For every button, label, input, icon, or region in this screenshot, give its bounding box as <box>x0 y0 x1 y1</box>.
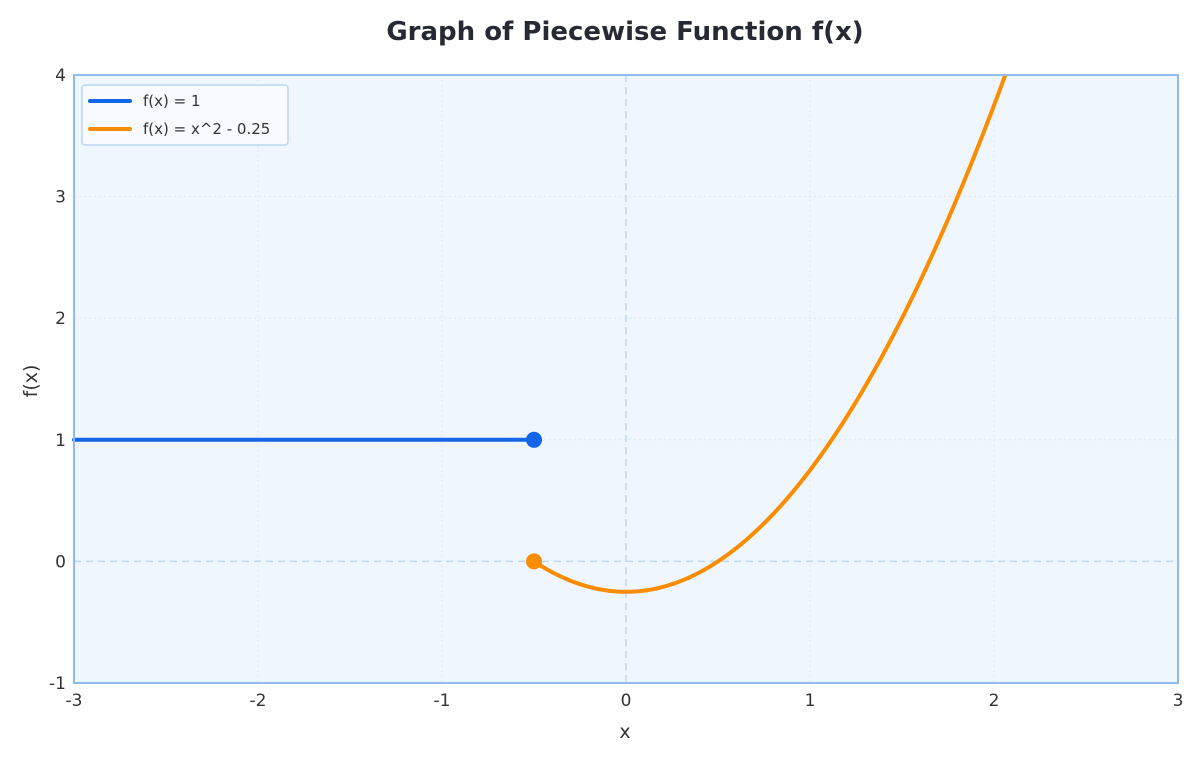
legend: f(x) = 1 f(x) = x^2 - 0.25 <box>81 84 289 146</box>
y-tick-label: 4 <box>55 66 66 86</box>
series-line-1 <box>532 73 1008 594</box>
legend-label-0: f(x) = 1 <box>143 92 201 110</box>
y-tick-label: -1 <box>49 674 66 694</box>
x-tick-label: -1 <box>434 691 451 711</box>
endpoint-marker-0 <box>526 431 542 448</box>
endpoint-marker-1 <box>526 553 542 570</box>
x-tick-label: 0 <box>621 691 632 711</box>
y-tick-label: 3 <box>55 188 66 208</box>
x-tick-label: -3 <box>66 691 83 711</box>
plot-frame <box>73 74 1179 684</box>
y-tick-label: 0 <box>55 552 66 572</box>
legend-label-1: f(x) = x^2 - 0.25 <box>143 120 270 138</box>
tick-labels: -3 -2 -1 0 1 2 3 -1 0 1 2 3 4 <box>49 66 1183 711</box>
x-axis-label: x <box>619 721 630 743</box>
y-tick-label: 2 <box>55 309 66 329</box>
x-tick-label: -2 <box>250 691 267 711</box>
x-tick-label: 3 <box>1173 691 1184 711</box>
x-tick-label: 2 <box>989 691 1000 711</box>
series-layer <box>72 73 1008 594</box>
y-tick-label: 1 <box>55 431 66 451</box>
chart-title: Graph of Piecewise Function f(x) <box>386 17 863 47</box>
x-tick-label: 1 <box>805 691 816 711</box>
legend-box <box>81 84 289 146</box>
zero-lines <box>74 75 1178 683</box>
y-axis-label: f(x) <box>20 365 42 398</box>
